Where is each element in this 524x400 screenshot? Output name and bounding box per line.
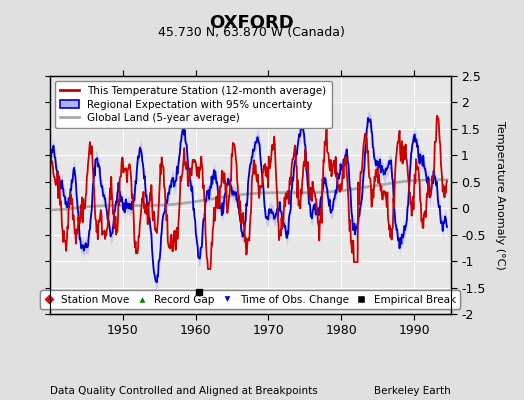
Legend: Station Move, Record Gap, Time of Obs. Change, Empirical Break: Station Move, Record Gap, Time of Obs. C…	[40, 290, 460, 309]
Text: Data Quality Controlled and Aligned at Breakpoints: Data Quality Controlled and Aligned at B…	[50, 386, 318, 396]
Text: Berkeley Earth: Berkeley Earth	[374, 386, 451, 396]
Text: 45.730 N, 63.870 W (Canada): 45.730 N, 63.870 W (Canada)	[158, 26, 345, 39]
Y-axis label: Temperature Anomaly (°C): Temperature Anomaly (°C)	[495, 121, 505, 269]
Text: OXFORD: OXFORD	[209, 14, 294, 32]
